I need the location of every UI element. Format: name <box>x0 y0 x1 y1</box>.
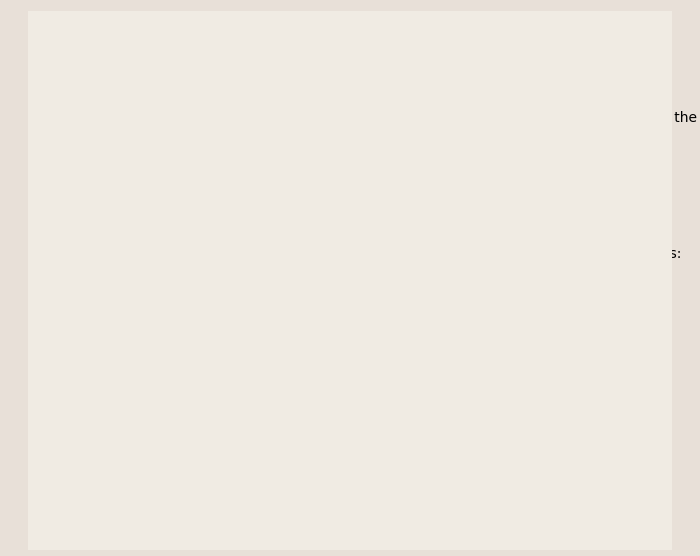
Text: _____ g substance Z  x: _____ g substance Z x <box>43 284 202 297</box>
Text: 14.7 g H₂  x: 14.7 g H₂ x <box>76 409 162 423</box>
Text: For example: How many moles of H₂ are present in 14.7 g of H₂?: For example: How many moles of H₂ are pr… <box>43 373 491 386</box>
Text: 1 mol of Z: 1 mol of Z <box>207 284 279 297</box>
Text: =  _____ mol Z: = _____ mol Z <box>260 290 365 305</box>
Text: (in grams): (in grams) <box>128 139 209 153</box>
Text: compound.): compound.) <box>43 195 127 208</box>
Text: 1 mol H₂: 1 mol H₂ <box>164 409 223 423</box>
Text: =  7.29 mol H₂: = 7.29 mol H₂ <box>214 415 320 430</box>
Text: and the number of moles of that substance that are present.: and the number of moles of that substanc… <box>170 139 597 153</box>
Text: 23: 23 <box>217 158 232 168</box>
Text: b)   HNO₃: b) HNO₃ <box>43 22 108 36</box>
Text: 2.016 g H₂: 2.016 g H₂ <box>164 439 237 453</box>
Text: The molar mass of a substance is the conversion factor that allows us to convert: The molar mass of a substance is the con… <box>43 111 696 125</box>
Text: •: • <box>43 217 52 231</box>
Text: Mole-Mass Conversions: Mole-Mass Conversions <box>43 78 244 93</box>
Text: Divide by the molar mass of the substance. This is shown using dimensional analy: Divide by the molar mass of the substanc… <box>66 247 681 261</box>
Text: To convert from grams to moles: To convert from grams to moles <box>60 217 310 231</box>
Text: atoms, ions, molecules or formula units of a: atoms, ions, molecules or formula units … <box>230 167 539 181</box>
Text: (name): (name) <box>300 22 351 36</box>
Text: mass of a substance: mass of a substance <box>43 139 190 153</box>
Text: where Y is the molar mass of compound Z.: where Y is the molar mass of compound Z. <box>109 336 406 350</box>
Text: Y g of Z: Y g of Z <box>212 314 265 328</box>
Text: 1: 1 <box>269 528 277 542</box>
Text: (Remember that a mole contains 6.022 x 10: (Remember that a mole contains 6.022 x 1… <box>43 167 351 181</box>
